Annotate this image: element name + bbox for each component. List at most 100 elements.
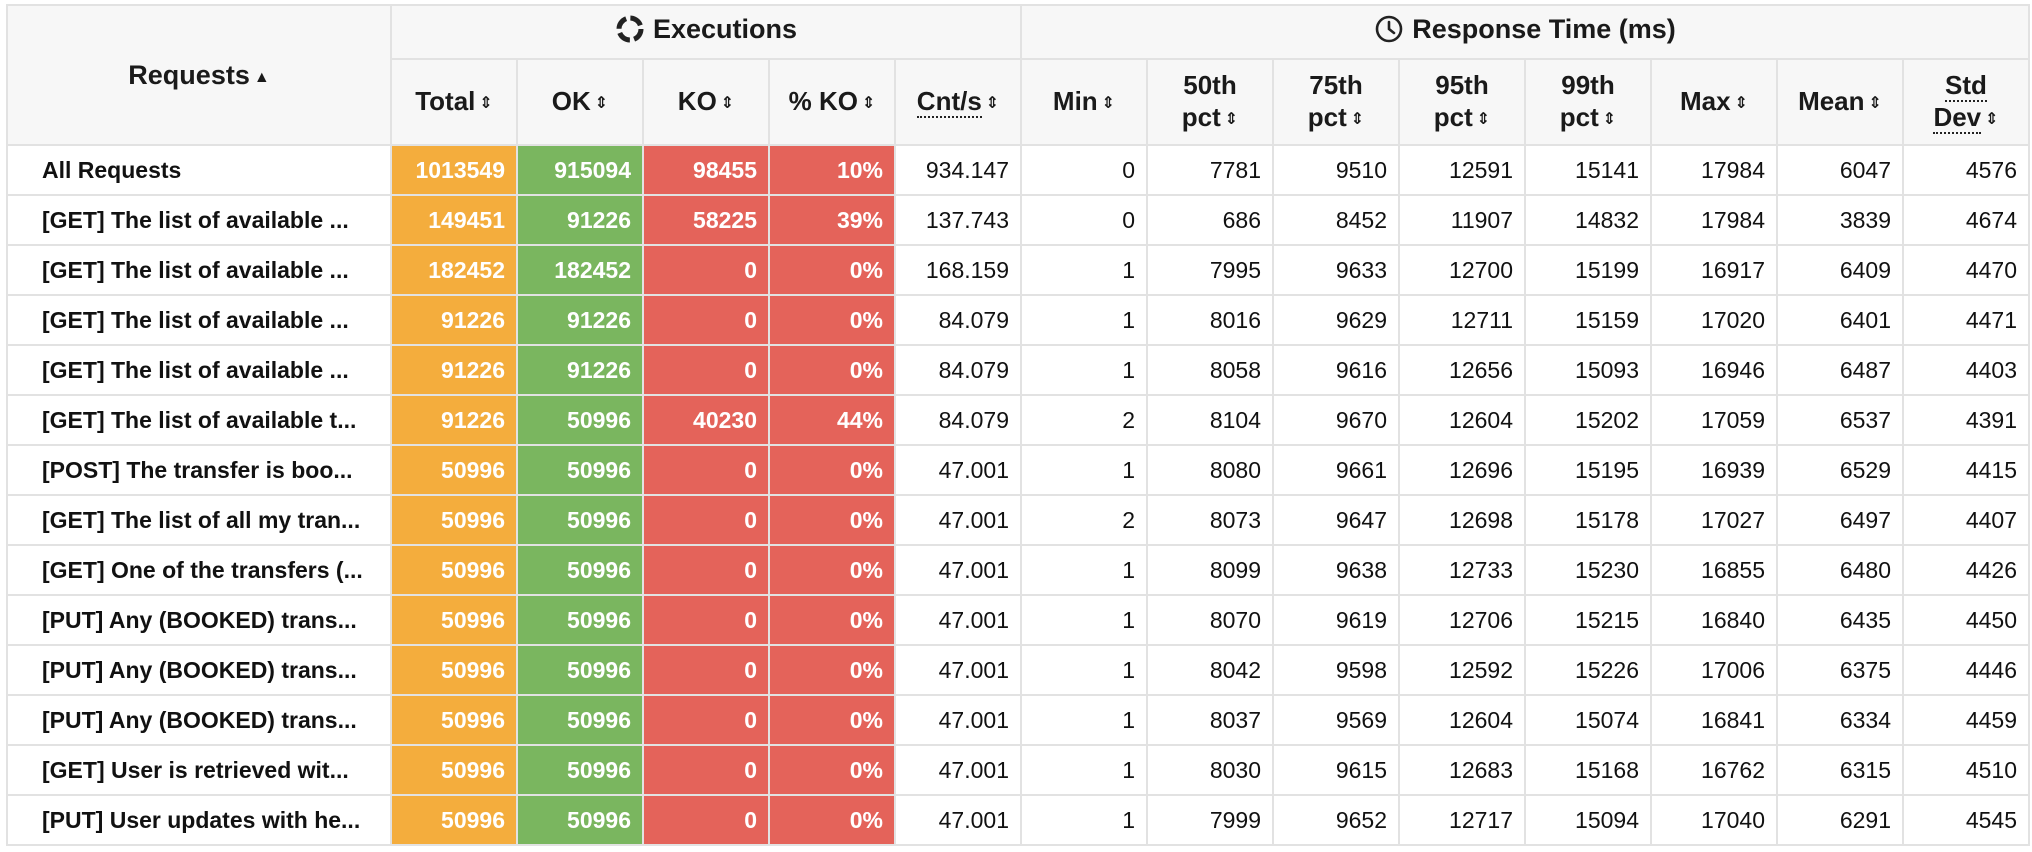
cell-pct-ko: 44% xyxy=(768,394,896,446)
table-row[interactable]: [PUT] Any (BOOKED) trans... 50996 50996 0 0%… xyxy=(6,694,2030,746)
col-std-dev-header[interactable]: Std Dev ⇕ xyxy=(1902,58,2030,146)
col-max-label: Max xyxy=(1680,85,1731,116)
sort-arrows-icon[interactable]: ⇕ xyxy=(861,94,876,112)
sort-arrows-icon[interactable]: ⇕ xyxy=(1101,94,1116,112)
table-row[interactable]: [GET] The list of all my tran... 50996 509… xyxy=(6,494,2030,546)
col-max-header[interactable]: Max ⇕ xyxy=(1650,58,1778,146)
cell-p99: 15159 xyxy=(1524,294,1652,346)
sort-arrows-icon[interactable]: ⇕ xyxy=(1224,110,1239,128)
cell-name[interactable]: [GET] The list of available ... xyxy=(6,194,392,246)
cell-p75: 8452 xyxy=(1272,194,1400,246)
cell-ok: 50996 xyxy=(516,644,644,696)
cell-name[interactable]: [PUT] User updates with he... xyxy=(6,794,392,846)
col-p75-header[interactable]: 75th pct ⇕ xyxy=(1272,58,1400,146)
cell-cnt-s: 934.147 xyxy=(894,144,1022,196)
col-p50-header[interactable]: 50th pct ⇕ xyxy=(1146,58,1274,146)
col-p75-label-top: 75th xyxy=(1309,69,1363,100)
cell-cnt-s: 47.001 xyxy=(894,794,1022,846)
cell-max: 17020 xyxy=(1650,294,1778,346)
sort-arrows-icon[interactable]: ⇕ xyxy=(1985,110,1999,128)
cell-name[interactable]: [GET] The list of available ... xyxy=(6,294,392,346)
table-row[interactable]: [GET] The list of available ... 91226 9122… xyxy=(6,344,2030,396)
cell-mean: 6334 xyxy=(1776,694,1904,746)
col-mean-header[interactable]: Mean ⇕ xyxy=(1776,58,1904,146)
col-total-label: Total xyxy=(415,85,476,116)
sort-arrows-icon[interactable]: ⇕ xyxy=(1350,110,1365,128)
col-ko-header[interactable]: KO ⇕ xyxy=(642,58,770,146)
cell-name[interactable]: [GET] One of the transfers (... xyxy=(6,544,392,596)
sort-arrows-icon[interactable]: ⇕ xyxy=(479,94,493,112)
cell-max: 16840 xyxy=(1650,594,1778,646)
cell-max: 16946 xyxy=(1650,344,1778,396)
table-row[interactable]: [GET] The list of available ... 91226 9122… xyxy=(6,294,2030,346)
sort-arrows-icon[interactable]: ⇕ xyxy=(720,94,735,112)
cell-max: 17040 xyxy=(1650,794,1778,846)
response-time-group-header: Response Time (ms) xyxy=(1020,4,2030,60)
table-row[interactable]: [GET] The list of available t... 91226 509… xyxy=(6,394,2030,446)
cell-min: 1 xyxy=(1020,794,1148,846)
cell-cnt-s: 47.001 xyxy=(894,494,1022,546)
cell-total: 50996 xyxy=(390,694,518,746)
cell-mean: 6529 xyxy=(1776,444,1904,496)
cell-std-dev: 4470 xyxy=(1902,244,2030,296)
cell-ko: 58225 xyxy=(642,194,770,246)
cell-name[interactable]: [GET] The list of all my tran... xyxy=(6,494,392,546)
cell-name[interactable]: [PUT] Any (BOOKED) trans... xyxy=(6,644,392,696)
cell-pct-ko: 0% xyxy=(768,244,896,296)
sort-arrows-icon[interactable]: ⇕ xyxy=(594,94,609,112)
col-ok-header[interactable]: OK ⇕ xyxy=(516,58,644,146)
cell-p75: 9616 xyxy=(1272,344,1400,396)
cell-min: 1 xyxy=(1020,344,1148,396)
col-min-header[interactable]: Min ⇕ xyxy=(1020,58,1148,146)
sort-arrows-icon[interactable]: ⇕ xyxy=(985,94,1000,112)
cell-name[interactable]: [GET] User is retrieved wit... xyxy=(6,744,392,796)
col-p99-header[interactable]: 99th pct ⇕ xyxy=(1524,58,1652,146)
col-total-header[interactable]: Total ⇕ xyxy=(390,58,518,146)
cell-min: 1 xyxy=(1020,444,1148,496)
cell-pct-ko: 0% xyxy=(768,794,896,846)
table-row[interactable]: [PUT] Any (BOOKED) trans... 50996 50996 0 0%… xyxy=(6,644,2030,696)
cell-p95: 12717 xyxy=(1398,794,1526,846)
sort-ascending-icon[interactable]: ▲ xyxy=(253,68,270,86)
cell-pct-ko: 0% xyxy=(768,544,896,596)
sort-arrows-icon[interactable]: ⇕ xyxy=(1602,110,1617,128)
sort-arrows-icon[interactable]: ⇕ xyxy=(1868,94,1882,112)
cell-name[interactable]: [GET] The list of available ... xyxy=(6,344,392,396)
cell-name[interactable]: [GET] The list of available t... xyxy=(6,394,392,446)
table-row[interactable]: [POST] The transfer is boo... 50996 50996 0… xyxy=(6,444,2030,496)
cell-p75: 9670 xyxy=(1272,394,1400,446)
cell-std-dev: 4674 xyxy=(1902,194,2030,246)
table-row[interactable]: All Requests 1013549 915094 98455 10% 934.147… xyxy=(6,144,2030,196)
table-row[interactable]: [GET] User is retrieved wit... 50996 50996… xyxy=(6,744,2030,796)
cell-name[interactable]: [PUT] Any (BOOKED) trans... xyxy=(6,694,392,746)
cell-name[interactable]: [GET] The list of available ... xyxy=(6,244,392,296)
cell-cnt-s: 47.001 xyxy=(894,694,1022,746)
cell-cnt-s: 84.079 xyxy=(894,294,1022,346)
cell-name[interactable]: All Requests xyxy=(6,144,392,196)
cell-p99: 15178 xyxy=(1524,494,1652,546)
cell-p75: 9510 xyxy=(1272,144,1400,196)
cell-name[interactable]: [POST] The transfer is boo... xyxy=(6,444,392,496)
table-row[interactable]: [GET] The list of available ... 182452 182… xyxy=(6,244,2030,296)
cell-max: 17006 xyxy=(1650,644,1778,696)
cell-p99: 15226 xyxy=(1524,644,1652,696)
sort-arrows-icon[interactable]: ⇕ xyxy=(1476,110,1491,128)
col-p95-header[interactable]: 95th pct ⇕ xyxy=(1398,58,1526,146)
cell-min: 1 xyxy=(1020,694,1148,746)
cell-mean: 6480 xyxy=(1776,544,1904,596)
col-cnt-s-header[interactable]: Cnt/s ⇕ xyxy=(894,58,1022,146)
requests-header[interactable]: Requests ▲ xyxy=(6,4,392,146)
col-pct-ko-header[interactable]: % KO ⇕ xyxy=(768,58,896,146)
cell-ok: 50996 xyxy=(516,494,644,546)
cell-total: 91226 xyxy=(390,294,518,346)
table-row[interactable]: [GET] The list of available ... 149451 912… xyxy=(6,194,2030,246)
table-row[interactable]: [PUT] Any (BOOKED) trans... 50996 50996 0 0%… xyxy=(6,594,2030,646)
table-row[interactable]: [GET] One of the transfers (... 50996 5099… xyxy=(6,544,2030,596)
cell-std-dev: 4407 xyxy=(1902,494,2030,546)
cell-ok: 91226 xyxy=(516,194,644,246)
cell-name[interactable]: [PUT] Any (BOOKED) trans... xyxy=(6,594,392,646)
table-row[interactable]: [PUT] User updates with he... 50996 50996 0… xyxy=(6,794,2030,846)
sort-arrows-icon[interactable]: ⇕ xyxy=(1734,94,1748,112)
cell-std-dev: 4415 xyxy=(1902,444,2030,496)
requests-header-label: Requests xyxy=(128,59,250,90)
